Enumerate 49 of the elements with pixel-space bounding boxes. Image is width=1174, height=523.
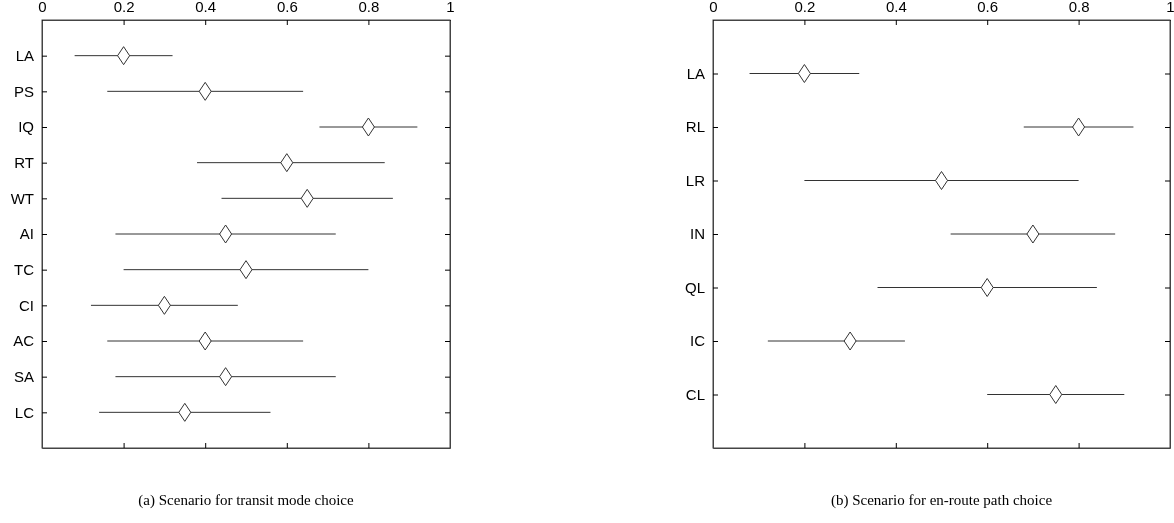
x-tick-label: 1 (446, 0, 455, 15)
x-tick-label: 0 (38, 0, 47, 15)
text: (b) Scenario for en-route path choice (830, 492, 1053, 509)
point (980, 278, 994, 297)
y-tick-label: LC (14, 403, 35, 421)
y-tick-label: RL (685, 118, 705, 136)
x-tick-label: 0.8 (358, 0, 380, 15)
x-tick-label: 0.2 (113, 0, 135, 15)
point (1049, 385, 1063, 404)
x-tick-label: 1 (1166, 0, 1174, 15)
x-tick-label: 0.8 (1068, 0, 1090, 15)
y-tick-label: AI (19, 225, 34, 243)
point (198, 331, 212, 351)
x-tick-label: 0.4 (885, 0, 907, 15)
point (157, 295, 171, 315)
y-tick-label: CL (685, 385, 705, 403)
y-tick-label: IC (690, 332, 706, 350)
y-tick-label: LR (685, 171, 706, 189)
point (797, 64, 811, 83)
point (1072, 117, 1086, 137)
x-tick-label: 0.2 (794, 0, 816, 15)
y-tick-label: AC (13, 332, 35, 350)
point (219, 367, 233, 387)
y-tick-label: SA (13, 367, 34, 385)
x-tick-label: 0.6 (276, 0, 298, 15)
y-tick-label: IN (690, 225, 705, 243)
y-tick-label: RT (14, 153, 34, 171)
point (239, 260, 253, 280)
y-tick-label: CI (19, 296, 34, 314)
point (280, 153, 294, 173)
y-tick-label: PS (13, 82, 34, 100)
point (198, 81, 212, 101)
x-tick-label: 0.4 (195, 0, 217, 15)
point (117, 46, 131, 66)
y-tick-label: QL (684, 278, 705, 296)
point (1026, 224, 1040, 244)
y-tick-label: LA (15, 46, 34, 64)
y-tick-label: TC (14, 260, 35, 278)
text: (a) Scenario for transit mode choice (138, 492, 354, 509)
x-tick-label: 0.6 (977, 0, 999, 15)
point (219, 224, 233, 244)
y-tick-label: IQ (18, 118, 34, 136)
point (300, 188, 314, 208)
point (361, 117, 375, 137)
x-tick-label: 0 (709, 0, 718, 15)
point (843, 331, 857, 351)
y-tick-label: LA (686, 64, 705, 82)
point (178, 402, 192, 422)
y-tick-label: WT (10, 189, 34, 207)
